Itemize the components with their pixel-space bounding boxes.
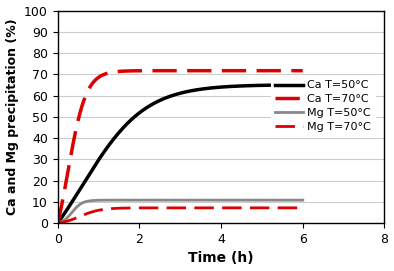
Ca T=50°C: [246, 84, 251, 87]
Mg T=50°C: [224, 198, 229, 202]
Mg T=70°C: [224, 206, 229, 209]
Mg T=70°C: [80, 214, 85, 217]
Ca T=50°C: [300, 83, 305, 86]
Mg T=50°C: [154, 198, 159, 202]
Ca T=50°C: [224, 85, 229, 88]
Mg T=50°C: [80, 201, 85, 204]
Ca T=70°C: [246, 69, 251, 72]
Legend: Ca T=50°C, Ca T=70°C, Mg T=50°C, Mg T=70°C: Ca T=50°C, Ca T=70°C, Mg T=50°C, Mg T=70…: [271, 76, 375, 137]
Mg T=70°C: [163, 206, 168, 209]
Line: Mg T=70°C: Mg T=70°C: [58, 208, 303, 223]
Ca T=50°C: [251, 84, 256, 87]
Ca T=70°C: [80, 102, 85, 105]
Mg T=50°C: [55, 221, 60, 225]
Mg T=50°C: [246, 198, 251, 202]
Ca T=50°C: [163, 96, 168, 99]
Ca T=70°C: [163, 69, 168, 72]
Ca T=70°C: [224, 69, 229, 72]
Mg T=70°C: [154, 206, 159, 209]
Mg T=70°C: [251, 206, 256, 209]
Mg T=70°C: [246, 206, 251, 209]
Y-axis label: Ca and Mg precipitation (%): Ca and Mg precipitation (%): [6, 18, 19, 215]
Ca T=50°C: [55, 221, 60, 225]
Line: Ca T=50°C: Ca T=50°C: [58, 85, 303, 223]
Ca T=70°C: [300, 69, 305, 72]
Line: Mg T=50°C: Mg T=50°C: [58, 200, 303, 223]
Line: Ca T=70°C: Ca T=70°C: [58, 71, 303, 223]
X-axis label: Time (h): Time (h): [188, 251, 254, 265]
Mg T=70°C: [55, 221, 60, 225]
Ca T=70°C: [154, 69, 159, 72]
Mg T=50°C: [163, 198, 168, 202]
Mg T=50°C: [251, 198, 256, 202]
Ca T=50°C: [80, 183, 85, 186]
Ca T=70°C: [251, 69, 256, 72]
Ca T=50°C: [154, 100, 159, 104]
Ca T=70°C: [55, 221, 60, 225]
Mg T=50°C: [252, 198, 256, 202]
Mg T=50°C: [300, 198, 305, 202]
Mg T=70°C: [300, 206, 305, 209]
